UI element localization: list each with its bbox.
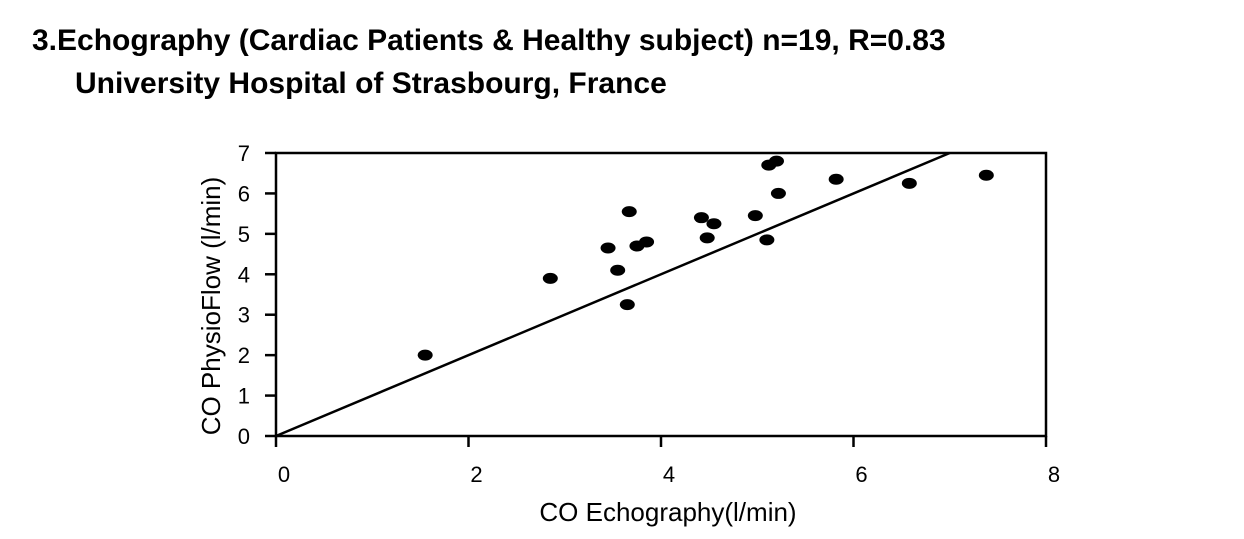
y-tick-label: 0: [238, 424, 250, 449]
identity-line: [275, 151, 951, 438]
data-point: [600, 242, 616, 254]
identity-line-group: [275, 151, 951, 438]
data-point: [828, 173, 844, 185]
chart-subtitle: University Hospital of Strasbourg, Franc…: [75, 67, 667, 100]
x-tick-label: 4: [663, 462, 675, 487]
data-points: [417, 155, 994, 361]
x-tick-label: 2: [470, 462, 482, 487]
y-tick-label: 7: [238, 141, 250, 166]
y-tick-label: 4: [238, 262, 250, 287]
y-tick-label: 5: [238, 222, 250, 247]
data-point: [759, 234, 775, 246]
data-point: [699, 232, 715, 244]
data-point: [621, 206, 637, 218]
x-tick-label: 8: [1048, 462, 1060, 487]
plot-border: [274, 151, 1048, 438]
data-point: [417, 349, 433, 361]
x-axis: 0 2 4 6 8: [274, 436, 1060, 487]
data-point: [706, 218, 722, 230]
data-point: [639, 236, 655, 248]
x-axis-label: CO Echography(l/min): [539, 497, 796, 527]
y-tick-label: 3: [238, 303, 250, 328]
data-point: [978, 169, 994, 181]
x-tick-label: 0: [278, 462, 290, 487]
data-point: [770, 187, 786, 199]
data-point: [901, 177, 917, 189]
y-axis: 0 1 2 3 4 5 6 7: [238, 141, 276, 449]
data-point: [619, 299, 635, 311]
data-point: [769, 155, 784, 167]
x-tick-label: 6: [855, 462, 867, 487]
data-point: [542, 272, 558, 284]
y-tick-label: 6: [238, 181, 250, 206]
chart-title: 3.Echography (Cardiac Patients & Healthy…: [32, 24, 946, 57]
plot-frame: [274, 151, 1048, 438]
data-point: [693, 212, 709, 224]
y-tick-label: 1: [238, 384, 250, 409]
data-point: [747, 210, 763, 222]
y-axis-label: CO PhysioFlow (l/min): [196, 177, 226, 436]
y-tick-label: 2: [238, 343, 250, 368]
data-point: [610, 264, 626, 276]
